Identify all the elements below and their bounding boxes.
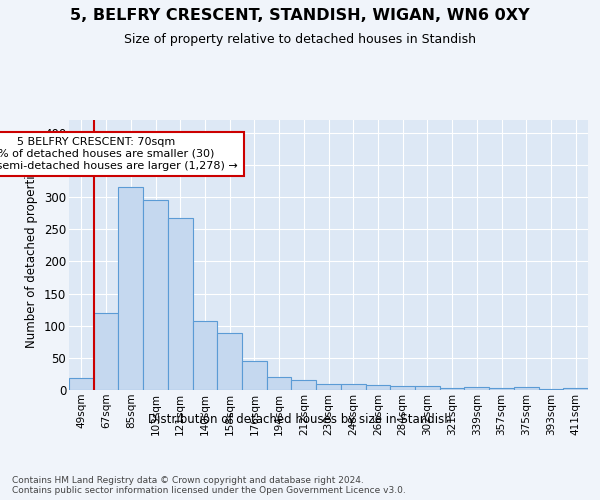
Bar — [415, 386, 440, 390]
Text: 5 BELFRY CRESCENT: 70sqm
← 2% of detached houses are smaller (30)
98% of semi-de: 5 BELFRY CRESCENT: 70sqm ← 2% of detache… — [0, 138, 238, 170]
Bar — [69, 378, 94, 390]
Bar — [539, 388, 563, 390]
Bar — [118, 188, 143, 390]
Bar — [143, 200, 168, 390]
Y-axis label: Number of detached properties: Number of detached properties — [25, 162, 38, 348]
Bar — [390, 386, 415, 390]
Bar — [464, 387, 489, 390]
Bar — [267, 377, 292, 390]
Bar — [94, 313, 118, 390]
Bar — [489, 388, 514, 390]
Text: 5, BELFRY CRESCENT, STANDISH, WIGAN, WN6 0XY: 5, BELFRY CRESCENT, STANDISH, WIGAN, WN6… — [70, 8, 530, 22]
Text: Distribution of detached houses by size in Standish: Distribution of detached houses by size … — [148, 412, 452, 426]
Text: Size of property relative to detached houses in Standish: Size of property relative to detached ho… — [124, 32, 476, 46]
Bar — [292, 380, 316, 390]
Bar — [242, 361, 267, 390]
Bar — [217, 333, 242, 390]
Bar — [365, 385, 390, 390]
Bar — [316, 384, 341, 390]
Bar — [341, 384, 365, 390]
Bar — [514, 387, 539, 390]
Text: Contains HM Land Registry data © Crown copyright and database right 2024.
Contai: Contains HM Land Registry data © Crown c… — [12, 476, 406, 495]
Bar — [563, 388, 588, 390]
Bar — [193, 320, 217, 390]
Bar — [440, 388, 464, 390]
Bar — [168, 218, 193, 390]
